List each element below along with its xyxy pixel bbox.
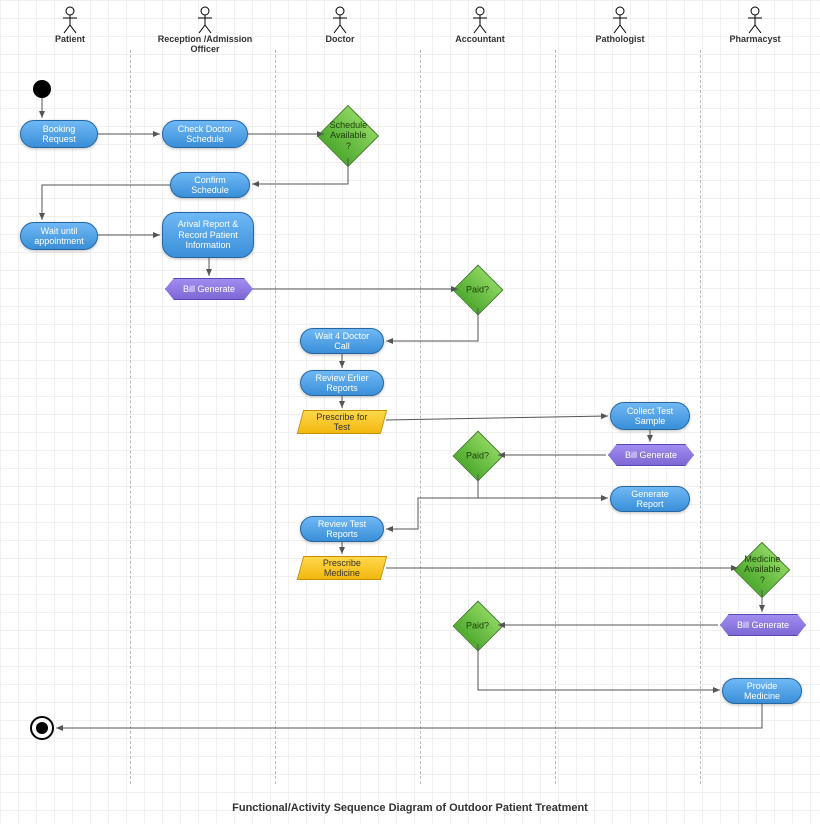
para-prescribe-medicine: Prescribe Medicine [297,556,387,580]
decision-paid-2: Paid? [453,431,504,482]
actor-reception: Reception /Admission Officer [155,6,255,54]
hex-bill-generate-2: Bill Generate [608,444,694,466]
actor-label: Pathologist [596,34,645,44]
activity-confirm-schedule: Confirm Schedule [170,172,250,198]
actor-accountant: Accountant [430,6,530,44]
para-prescribe-test: Prescribe for Test [297,410,387,434]
activity-provide-medicine: Provide Medicine [722,678,802,704]
connector-layer [0,0,820,824]
decision-medicine-available: Medicine Available ? [734,542,791,599]
actor-label: Reception /Admission Officer [158,34,253,54]
activity-check-schedule: Check Doctor Schedule [162,120,248,148]
actor-label: Patient [55,34,85,44]
lane-divider [275,50,276,784]
actor-label: Accountant [455,34,505,44]
actor-label: Pharmacyst [729,34,780,44]
activity-review-test: Review Test Reports [300,516,384,542]
activity-wait-appointment: Wait until appointment [20,222,98,250]
lane-divider [700,50,701,784]
activity-wait-doctor-call: Wait 4 Doctor Call [300,328,384,354]
diagram-canvas: Patient Reception /Admission Officer Doc… [0,0,820,824]
activity-collect-sample: Collect Test Sample [610,402,690,430]
lane-divider [555,50,556,784]
activity-generate-report: Generate Report [610,486,690,512]
hex-bill-generate-3: Bill Generate [720,614,806,636]
activity-review-earlier: Review Erlier Reports [300,370,384,396]
decision-schedule-available: Schedule Available ? [317,105,379,167]
hex-bill-generate-1: Bill Generate [165,278,253,300]
actor-pharmacyst: Pharmacyst [705,6,805,44]
end-node [30,716,54,740]
decision-paid-3: Paid? [453,601,504,652]
actor-label: Doctor [326,34,355,44]
actor-pathologist: Pathologist [570,6,670,44]
activity-arrival-report: Arival Report & Record Patient Informati… [162,212,254,258]
actor-doctor: Doctor [290,6,390,44]
lane-divider [130,50,131,784]
lane-divider [420,50,421,784]
diagram-title: Functional/Activity Sequence Diagram of … [0,802,820,814]
decision-paid-1: Paid? [453,265,504,316]
activity-booking-request: Booking Request [20,120,98,148]
actor-patient: Patient [20,6,120,44]
start-node [33,80,51,98]
